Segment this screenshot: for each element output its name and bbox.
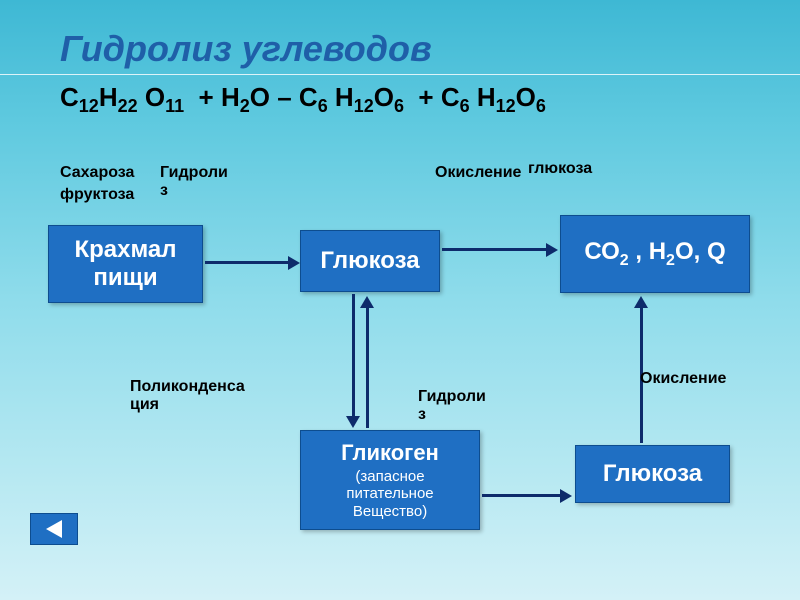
edge-starch-glucose (205, 261, 290, 264)
edge-glucose-glycogen (352, 294, 355, 418)
eq-text: С12Н22 О11 + Н2О – С6 Н12О6 + С6 Н12О6 (60, 82, 546, 112)
slide: Гидролиз углеводов С12Н22 О11 + Н2О – С6… (0, 0, 800, 600)
label-hydrolysis-mid: Гидролиз (418, 388, 486, 423)
arrowhead-4 (560, 489, 572, 503)
node-products-text: СО2 , Н2О, Q (584, 238, 725, 270)
node-glucose-2-text: Глюкоза (603, 460, 702, 488)
node-products: СО2 , Н2О, Q (560, 215, 750, 293)
label-hydrolysis-top: Гидроли з (160, 164, 228, 199)
node-glucose-1: Глюкоза (300, 230, 440, 292)
label-oxidation-right: Окисление (640, 370, 726, 388)
edge-glucose-products (442, 248, 548, 251)
chemical-equation: С12Н22 О11 + Н2О – С6 Н12О6 + С6 Н12О6 (60, 80, 760, 118)
arrowhead-5 (634, 296, 648, 308)
divider-line (0, 74, 800, 75)
node-glucose-1-text: Глюкоза (320, 247, 419, 275)
node-glycogen: Гликоген (запасноепитательноеВещество) (300, 430, 480, 530)
node-glycogen-sub: (запасноепитательноеВещество) (346, 468, 433, 520)
label-oxidation-top: Окисление (435, 164, 521, 182)
arrowhead-3b (360, 296, 374, 308)
label-polycondensation: Поликонденсация (130, 378, 245, 413)
label-hydrolysis-part: Гидроли (160, 164, 228, 181)
node-glycogen-main: Гликоген (341, 440, 439, 466)
label-fructose: фруктоза (60, 186, 134, 204)
arrowhead-2 (546, 243, 558, 257)
label-hydrolysis-z: з (160, 182, 168, 199)
node-starch: Крахмал пищи (48, 225, 203, 303)
arrowhead-3 (346, 416, 360, 428)
label-glucose-eq: глюкоза (528, 160, 592, 178)
edge-glycogen-glucose2 (482, 494, 562, 497)
page-title: Гидролиз углеводов (60, 28, 432, 70)
node-glucose-2: Глюкоза (575, 445, 730, 503)
prev-slide-button[interactable] (30, 513, 78, 545)
label-sucrose: Сахароза (60, 164, 134, 182)
edge-glycogen-glucose-up (366, 306, 369, 428)
chevron-left-icon (46, 520, 62, 538)
node-starch-text: Крахмал пищи (49, 236, 202, 291)
arrowhead-1 (288, 256, 300, 270)
